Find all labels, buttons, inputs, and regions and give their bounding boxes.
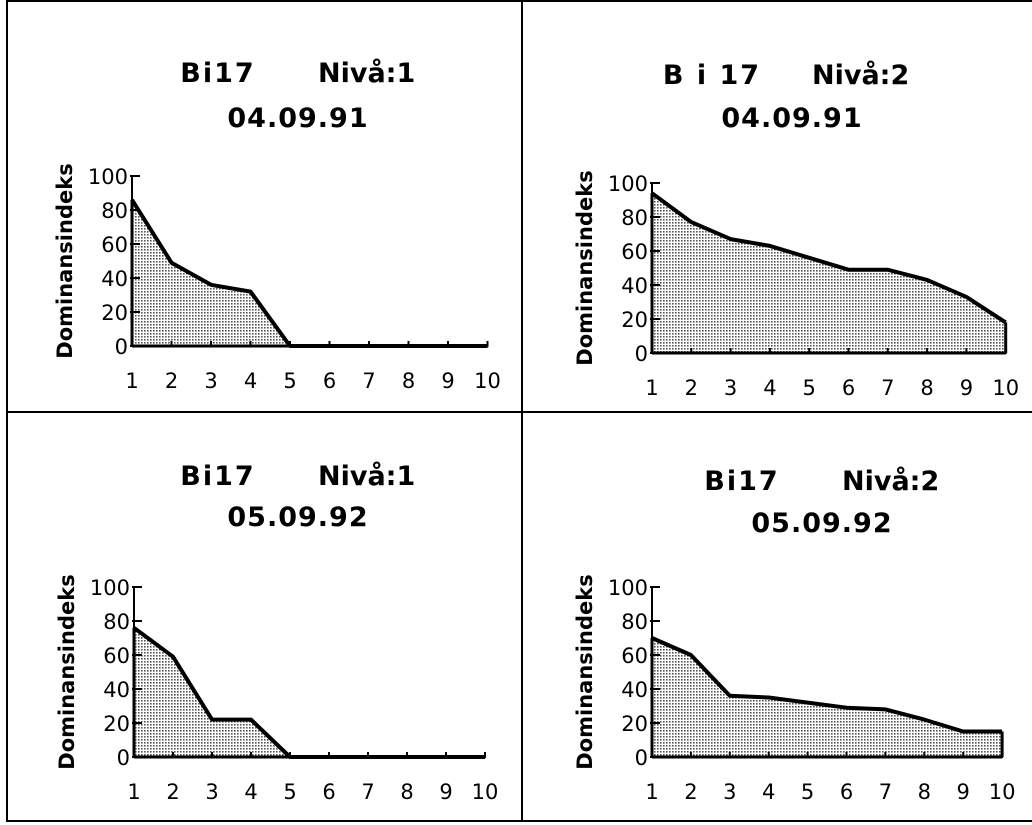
y-axis-label: Dominansindeks: [55, 574, 79, 769]
x-tick-label: 4: [244, 369, 257, 393]
x-tick-label: 9: [441, 369, 454, 393]
x-tick-label: 8: [918, 780, 931, 804]
y-tick-label: 80: [101, 199, 128, 223]
x-tick-label: 7: [879, 780, 892, 804]
x-tick-label: 8: [402, 369, 415, 393]
x-tick-label: 8: [920, 376, 933, 400]
x-tick-label: 10: [992, 376, 1019, 400]
chart-title-site: Bi17: [180, 461, 255, 492]
chart-svg: B i 17 Nivå:2 04.09.91 Dominansindeks 0 20 40 6…: [573, 59, 1019, 400]
y-tick-label: 80: [621, 610, 648, 634]
chart-panel-bi17-niva1-1992: Bi17 Nivå:1 05.09.92 Dominansindeks 0 20 40 60 8…: [6, 412, 522, 822]
y-tick-label: 60: [103, 644, 130, 668]
x-tick-label: 2: [684, 780, 697, 804]
y-tick-label: 40: [103, 678, 130, 702]
y-tick-label: 40: [101, 267, 128, 291]
y-axis-label: Dominansindeks: [573, 574, 597, 769]
border-middle-horizontal: [6, 411, 1032, 413]
y-tick-label: 40: [621, 678, 648, 702]
chart-svg: Bi17 Nivå:1 05.09.92 Dominansindeks 0 20 40 60 8…: [55, 460, 499, 804]
x-tick-label: 1: [127, 780, 140, 804]
x-tick-label: 2: [166, 780, 179, 804]
y-tick-label: 0: [117, 746, 130, 770]
x-tick-label: 6: [322, 780, 335, 804]
x-tick-label: 9: [960, 376, 973, 400]
x-tick-label: 5: [283, 369, 296, 393]
x-tick-label: 6: [842, 376, 855, 400]
x-tick-label: 4: [244, 780, 257, 804]
chart-title-site: Bi17: [704, 466, 779, 497]
x-tick-label: 8: [400, 780, 413, 804]
chart-title-level: Nivå:1: [318, 57, 415, 89]
chart-panel-bi17-niva1-1991: Bi17 Nivå:1 04.09.91 Dominansindeks 0 20 40 60 8…: [6, 0, 522, 412]
x-tick-label: 9: [439, 780, 452, 804]
chart-title-site: B i 17: [663, 60, 761, 91]
chart-title-level: Nivå:2: [842, 465, 939, 497]
y-tick-label: 100: [608, 576, 648, 600]
chart-subtitle-date: 05.09.92: [227, 502, 368, 533]
x-tick-label: 6: [840, 780, 853, 804]
x-tick-label: 9: [957, 780, 970, 804]
area-fill: [652, 193, 1006, 353]
chart-grid: Bi17 Nivå:1 04.09.91 Dominansindeks 0 20 40 60 8…: [6, 0, 1032, 822]
y-tick-label: 0: [115, 335, 128, 359]
y-tick-label: 0: [635, 342, 648, 366]
chart-subtitle-date: 04.09.91: [721, 103, 862, 134]
x-tick-label: 1: [125, 369, 138, 393]
y-tick-label: 60: [621, 240, 648, 264]
x-tick-label: 4: [763, 376, 776, 400]
area-line: [650, 191, 1007, 325]
area-fill: [134, 627, 485, 757]
y-tick-label: 100: [90, 576, 130, 600]
chart-svg: Bi17 Nivå:1 04.09.91 Dominansindeks 0 20 40 60 8…: [53, 57, 501, 393]
y-tick-label: 20: [621, 308, 648, 332]
x-tick-label: 2: [685, 376, 698, 400]
y-tick-label: 100: [608, 172, 648, 196]
x-tick-label: 5: [803, 376, 816, 400]
y-axis-label: Dominansindeks: [573, 170, 597, 365]
chart-subtitle-date: 04.09.91: [227, 103, 368, 134]
x-tick-label: 6: [323, 369, 336, 393]
y-tick-label: 80: [621, 206, 648, 230]
x-tick-label: 2: [165, 369, 178, 393]
x-tick-label: 10: [989, 780, 1016, 804]
y-tick-label: 60: [101, 233, 128, 257]
y-tick-label: 0: [635, 746, 648, 770]
x-tick-label: 4: [762, 780, 775, 804]
x-tick-label: 1: [645, 780, 658, 804]
border-bottom: [6, 820, 1032, 822]
y-tick-label: 20: [101, 301, 128, 325]
area-fill: [132, 199, 488, 346]
x-tick-label: 3: [205, 780, 218, 804]
x-tick-label: 10: [474, 369, 501, 393]
chart-panel-bi17-niva2-1991: B i 17 Nivå:2 04.09.91 Dominansindeks 0 20 40 6…: [522, 0, 1032, 412]
x-tick-label: 3: [724, 376, 737, 400]
x-tick-label: 1: [645, 376, 658, 400]
y-tick-label: 80: [103, 610, 130, 634]
y-tick-label: 20: [621, 712, 648, 736]
x-tick-label: 7: [881, 376, 894, 400]
y-tick-label: 100: [88, 165, 128, 189]
chart-title-level: Nivå:1: [318, 460, 415, 492]
border-top: [6, 0, 1032, 2]
x-tick-label: 5: [801, 780, 814, 804]
chart-panel-bi17-niva2-1992: Bi17 Nivå:2 05.09.92 Dominansindeks 0 20 40 60 8…: [522, 412, 1032, 822]
x-tick-label: 3: [204, 369, 217, 393]
x-tick-label: 5: [283, 780, 296, 804]
chart-subtitle-date: 05.09.92: [751, 508, 892, 539]
chart-title-site: Bi17: [180, 58, 255, 89]
chart-svg: Bi17 Nivå:2 05.09.92 Dominansindeks 0 20 40 60 8…: [573, 465, 1016, 804]
chart-title-level: Nivå:2: [812, 59, 909, 91]
y-tick-label: 20: [103, 712, 130, 736]
x-tick-label: 3: [723, 780, 736, 804]
area-line: [651, 636, 1003, 734]
y-tick-label: 40: [621, 274, 648, 298]
y-axis-label: Dominansindeks: [53, 163, 77, 358]
x-tick-label: 7: [361, 780, 374, 804]
x-tick-label: 10: [472, 780, 499, 804]
y-tick-label: 60: [621, 644, 648, 668]
area-fill: [652, 638, 1003, 757]
x-tick-label: 7: [362, 369, 375, 393]
